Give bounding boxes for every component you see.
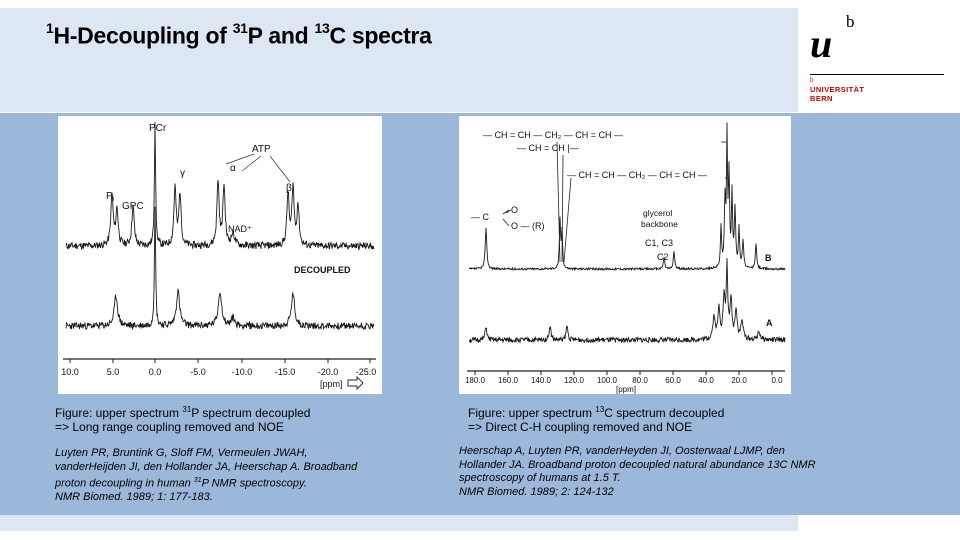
p31-tick-label: -10.0: [232, 367, 253, 377]
spectrum-a-label: A: [766, 318, 773, 328]
p31-tick-label: 5.0: [107, 367, 120, 377]
logo-text: UNIVERSITÄT BERN: [810, 85, 865, 103]
nad-label: NAD⁺: [228, 224, 252, 234]
ester-o2-label: O — (R): [511, 221, 545, 231]
p31-unit-label: [ppm]: [320, 379, 343, 389]
p31-tick-label: -15.0: [275, 367, 296, 377]
title-banner: [0, 8, 798, 112]
chain-label-1: — CH = CH — CH₂ — CH = CH —: [483, 130, 623, 140]
c13-lower-spectrum: [468, 258, 786, 344]
p31-tick-label: -25.0: [356, 367, 377, 377]
p31-tick-label: 10.0: [61, 367, 79, 377]
logo-b: b: [846, 12, 855, 31]
c13-unit-label: [ppm]: [616, 385, 636, 394]
university-logo: u b b UNIVERSITÄT BERN: [810, 12, 950, 107]
ester-c-label: — C: [471, 212, 490, 222]
c13-tick-label: 40.0: [698, 376, 714, 385]
p31-tick-label: -5.0: [190, 367, 206, 377]
c13-upper-spectrum: [468, 122, 786, 272]
p31-tick-label: -20.0: [318, 367, 339, 377]
c13-tick-label: 140.0: [531, 376, 552, 385]
pi-label: Pi: [106, 191, 115, 203]
footer-strip: [0, 515, 798, 531]
c13-tick-label: 180.0: [465, 376, 486, 385]
right-reference: Heerschap A, Luyten PR, vanderHeyden JI,…: [459, 445, 816, 498]
c2-label: C2: [657, 252, 669, 262]
right-figure-caption: Figure: upper spectrum 13C spectrum deco…: [468, 405, 725, 434]
atp-label: ATP: [252, 144, 271, 155]
c13-spectrum-figure: 180.0 160.0 140.0 120.0 100.0 80.0 60.0 …: [459, 116, 791, 394]
left-figure-caption: Figure: upper spectrum 31P spectrum deco…: [55, 405, 311, 434]
spectrum-b-label: B: [765, 253, 772, 263]
c13-tick-label: 60.0: [665, 376, 681, 385]
c13-tick-label: 160.0: [498, 376, 519, 385]
ester-o1-label: O: [511, 205, 518, 215]
atp-alpha-label: α: [230, 163, 236, 174]
logo-small-b: b: [810, 76, 814, 84]
atp-gamma-label: γ: [180, 168, 185, 179]
p31-lower-spectrum: [65, 206, 375, 331]
c13-tick-label: 20.0: [731, 376, 747, 385]
glycerol-label-2: backbone: [641, 219, 678, 229]
left-reference: Luyten PR, Bruntink G, Sloff FM, Vermeul…: [55, 447, 358, 504]
c13-tick-label: 0.0: [771, 376, 783, 385]
atp-beta-label: β: [286, 183, 292, 194]
c13-tick-label: 100.0: [597, 376, 618, 385]
p31-tick-label: 0.0: [149, 367, 162, 377]
chain-label-2: — CH = CH |—: [517, 143, 579, 153]
c13-tick-label: 80.0: [632, 376, 648, 385]
c13-tick-label: 120.0: [564, 376, 585, 385]
slide-title: 1H-Decoupling of 31P and 13C spectra: [46, 20, 432, 49]
logo-u: u: [810, 21, 833, 66]
logo-divider: [810, 74, 944, 75]
arrow-right-icon: [347, 375, 364, 391]
p31-upper-spectrum: [65, 122, 375, 251]
c1c3-label: C1, C3: [645, 238, 673, 248]
chain-label-3: — CH = CH — CH₂ — CH = CH —: [567, 170, 707, 180]
p31-spectrum-figure: 10.0 5.0 0.0 -5.0 -10.0 -15.0 -20.0 -25.…: [58, 116, 382, 394]
gpc-label: GPC: [122, 201, 144, 212]
glycerol-label-1: glycerol: [643, 208, 672, 218]
decoupled-label: DECOUPLED: [294, 265, 351, 275]
pcr-label: PCr: [149, 123, 167, 134]
